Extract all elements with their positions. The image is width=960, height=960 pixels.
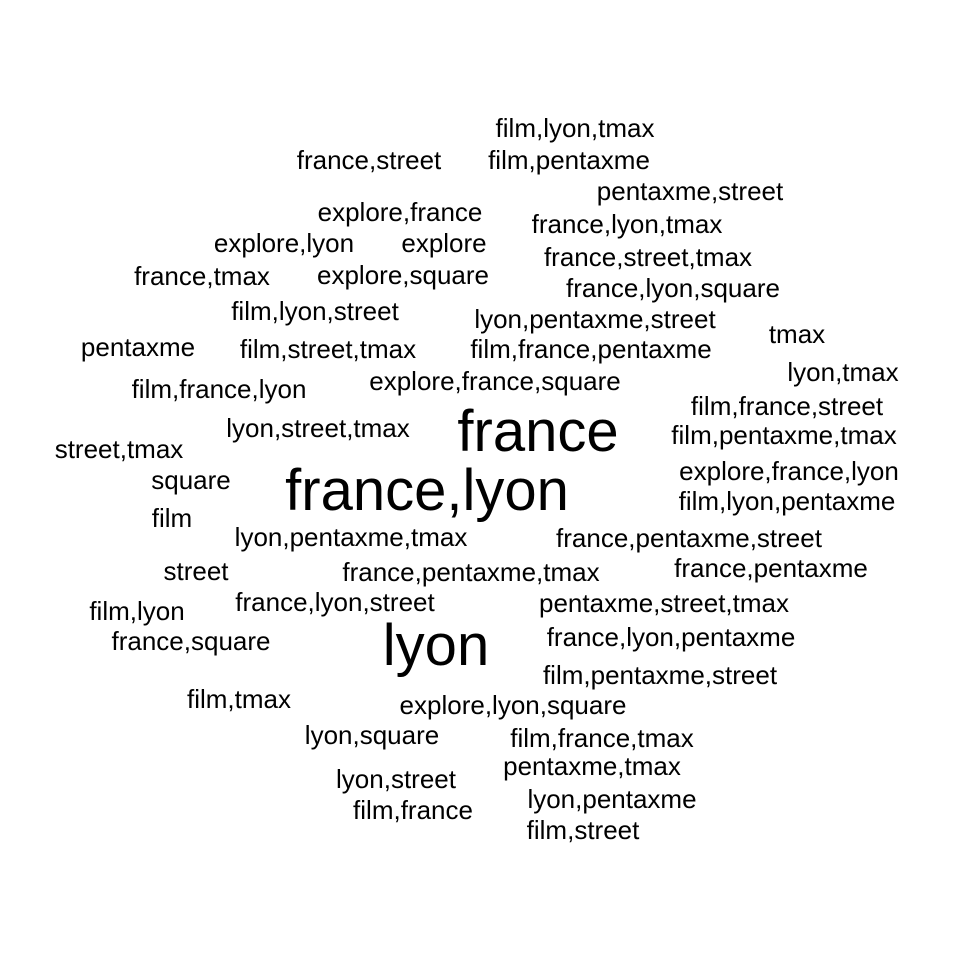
word: film,tmax [187, 684, 291, 714]
word: film,lyon,tmax [495, 113, 655, 143]
word: france,tmax [134, 261, 270, 291]
word: film,france [353, 795, 473, 825]
word: france,lyon,street [235, 587, 435, 617]
word: france,pentaxme [674, 553, 868, 583]
word: film,france,lyon [131, 374, 307, 404]
word: lyon,square [304, 720, 440, 750]
word: france,street [296, 145, 442, 175]
word: pentaxme,tmax [503, 751, 681, 781]
word: lyon,pentaxme,street [474, 304, 716, 334]
word: france [457, 399, 619, 464]
word: film,lyon,street [231, 296, 399, 326]
word: film,street,tmax [239, 334, 417, 364]
word: pentaxme,street,tmax [539, 588, 789, 618]
word: film,france,street [690, 391, 884, 421]
word: france,lyon,tmax [531, 209, 723, 239]
word: lyon [382, 613, 490, 678]
word: lyon,pentaxme,tmax [234, 522, 468, 552]
word: explore [401, 228, 487, 258]
word: france,pentaxme,tmax [342, 557, 600, 587]
word: film,france,pentaxme [470, 334, 712, 364]
word: street,tmax [54, 434, 184, 464]
word: street [163, 556, 229, 586]
word: explore,lyon,square [399, 690, 627, 720]
word: film,street [526, 815, 640, 845]
word: film,pentaxme,tmax [671, 420, 897, 450]
word: pentaxme,street [596, 176, 784, 206]
word: france,lyon [285, 458, 569, 523]
word: france,square [111, 626, 271, 656]
word: film,france,tmax [510, 723, 694, 753]
word: explore,lyon [213, 228, 355, 258]
word: france,lyon,square [566, 273, 780, 303]
word: lyon,street,tmax [226, 413, 410, 443]
word: explore,france,square [369, 366, 621, 396]
word: lyon,pentaxme [527, 784, 697, 814]
word: lyon,street [336, 764, 456, 794]
word: pentaxme [80, 332, 196, 362]
word: film,lyon [89, 596, 185, 626]
word: explore,france [317, 197, 483, 227]
word: lyon,tmax [787, 357, 899, 387]
word: explore,france,lyon [679, 456, 899, 486]
word: film,pentaxme,street [542, 660, 778, 690]
word: film,pentaxme [488, 145, 650, 175]
word: france,pentaxme,street [556, 523, 822, 553]
word: france,street,tmax [543, 242, 753, 272]
word: explore,square [317, 260, 489, 290]
word: tmax [768, 319, 826, 349]
word: france,lyon,pentaxme [546, 622, 796, 652]
word: film [151, 503, 193, 533]
word: square [151, 465, 231, 495]
word: film,lyon,pentaxme [678, 486, 896, 516]
